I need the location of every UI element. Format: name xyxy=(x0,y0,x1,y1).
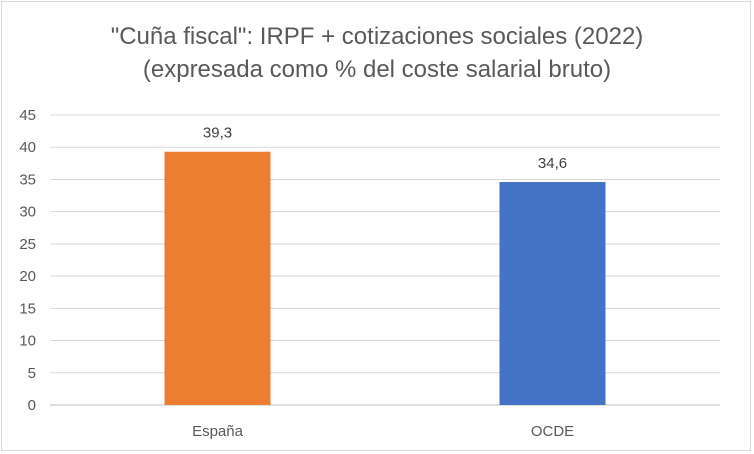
bar-value-label: 39,3 xyxy=(203,125,232,142)
x-axis-ticks: España OCDE xyxy=(192,423,574,440)
y-axis-ticks: 0 5 10 15 20 25 30 35 40 45 xyxy=(19,107,36,414)
y-tick-label: 10 xyxy=(19,333,36,350)
y-tick-label: 25 xyxy=(19,236,36,253)
y-tick-label: 45 xyxy=(19,107,36,124)
chart-title: "Cuña fiscal": IRPF + cotizaciones socia… xyxy=(0,20,754,86)
gridlines xyxy=(50,114,720,406)
chart-title-line-2: (expresada como % del coste salarial bru… xyxy=(142,56,612,83)
chart-title-line-1: "Cuña fiscal": IRPF + cotizaciones socia… xyxy=(110,23,644,50)
bar xyxy=(499,182,606,405)
x-tick-label: OCDE xyxy=(531,423,574,440)
bar-value-label: 34,6 xyxy=(538,155,567,172)
y-tick-label: 5 xyxy=(28,365,36,382)
y-tick-label: 35 xyxy=(19,171,36,188)
y-tick-label: 40 xyxy=(19,139,36,156)
y-tick-label: 0 xyxy=(28,397,36,414)
bar xyxy=(164,151,271,405)
data-labels: 39,3 34,6 xyxy=(203,125,567,172)
x-tick-label: España xyxy=(192,423,244,440)
y-tick-label: 15 xyxy=(19,300,36,317)
bars xyxy=(164,151,606,405)
y-tick-label: 20 xyxy=(19,268,36,285)
y-tick-label: 30 xyxy=(19,204,36,221)
